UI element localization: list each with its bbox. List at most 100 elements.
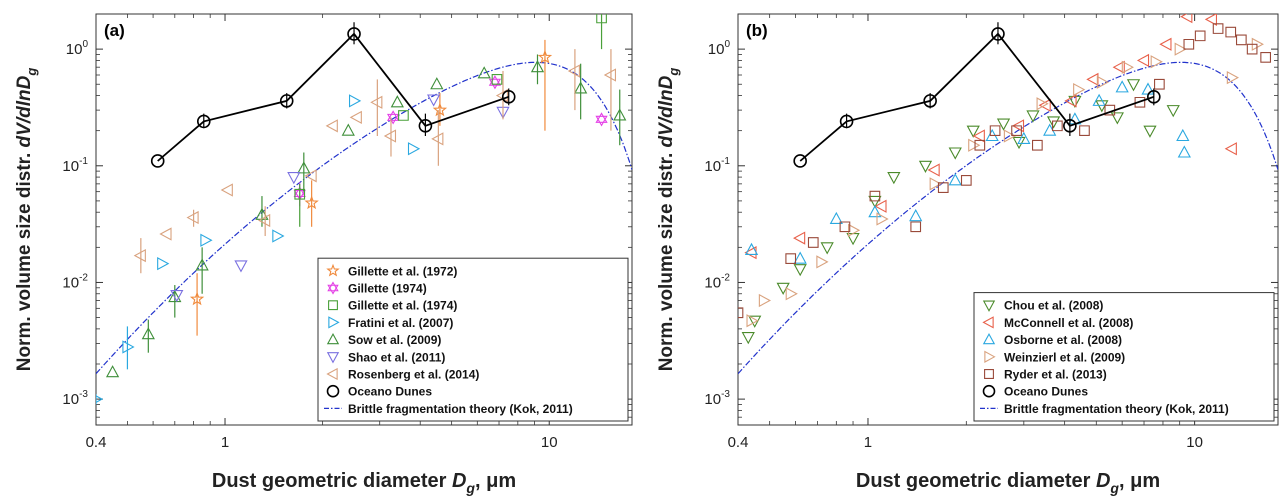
data-point [910,221,922,233]
data-point [1086,72,1099,87]
legend-item: Oceano Dunes [326,384,432,399]
data-point [1121,60,1134,74]
data-point [839,221,851,233]
data-point [968,138,981,152]
legend-marker [326,384,340,398]
data-point [370,95,383,109]
legend-item: Shao et al. (2011) [326,350,445,364]
y-tick-label: 10-1 [62,156,88,175]
series-fratini-et-al-2007 [96,94,421,405]
data-point [1260,52,1272,63]
x-axis-title: Dust geometric diameter Dg, μm [212,470,516,496]
legend-marker [982,332,996,345]
chart-panel-b: 0.4 1 10 10-3 10-2 10-1 100 (b) Chou et al. (200… [656,13,1279,496]
data-point [1073,82,1086,97]
data-point [741,332,755,345]
data-point [1115,80,1129,93]
data-point [1126,79,1141,92]
legend-marker [982,316,994,329]
data-point [537,49,553,64]
data-point [272,229,285,243]
data-point [948,173,962,186]
data-point [746,314,759,328]
data-point [1092,93,1106,106]
data-point [960,175,972,186]
data-point [1224,142,1237,156]
series-weinzierl-et-al-2009 [746,37,1264,328]
y-tick-label: 10-2 [704,272,730,291]
data-point [1064,94,1077,108]
data-point [603,68,616,82]
y-axis-title: Norm. volume size distr. dV/dlnDg [14,68,39,372]
panel-label: (b) [746,21,768,40]
data-point [325,119,338,133]
data-point [1143,125,1157,138]
data-point [758,293,772,308]
legend-label: Gillette et al. (1972) [348,264,457,278]
y-tick-label: 100 [708,39,731,58]
legend-item: Brittle fragmentation theory (Kok, 2011) [980,402,1229,416]
legend-marker [328,316,340,329]
data-point [1032,139,1043,151]
data-point [595,112,608,127]
legend-item: Rosenberg et al. (2014) [326,367,479,382]
data-point [407,142,421,156]
data-point [390,95,404,108]
theory-curve [738,61,1278,375]
legend-label: Chou et al. (2008) [1004,299,1103,313]
theory-curve [96,61,632,375]
data-point [279,94,294,108]
data-point [574,81,588,94]
legend-box [317,257,629,422]
data-point [150,154,165,168]
legend-item: Ryder et al. (2013) [984,368,1107,382]
x-tick-label: 0.4 [86,434,107,451]
data-point [348,94,362,108]
data-point [477,66,491,79]
data-point [530,60,545,73]
data-point [297,161,311,174]
legend-item: Gillette et al. (1972) [326,263,457,278]
data-point [1212,23,1224,34]
data-point [1136,53,1150,68]
data-point [398,110,409,121]
data-point [613,108,627,121]
legend-label: Gillette (1974) [348,282,427,296]
legend: Gillette et al. (1972) Gillette (1974) Gil… [317,257,629,422]
data-point [258,213,271,228]
data-point [793,154,807,168]
data-point [991,27,1005,41]
y-tick-label: 10-1 [704,156,730,175]
legend-label: Osborne et al. (2008) [1004,333,1122,347]
panel-label: (a) [104,21,125,40]
data-point [839,114,854,129]
legend-marker [982,384,996,398]
data-point [427,94,441,107]
data-point [829,211,843,225]
legend-marker [984,350,996,363]
data-point [868,195,882,209]
series-oceano-dunes [150,22,516,168]
legend-marker [984,369,994,379]
legend-label: Brittle fragmentation theory (Kok, 2011) [1004,402,1229,416]
data-point [431,132,444,146]
data-point [820,242,834,255]
data-point [1225,26,1237,38]
series-gillette-et-al-1972 [189,39,553,336]
data-point [1104,104,1116,116]
data-point [1026,110,1040,123]
data-point [157,257,170,271]
series-rosenberg-et-al-2014 [133,49,616,274]
legend-marker [326,367,338,381]
data-point [1147,90,1161,104]
legend-item: McConnell et al. (2008) [982,316,1133,330]
legend-marker [328,300,338,311]
legend-label: Ryder et al. (2013) [1004,368,1107,382]
data-point [168,289,182,303]
data-point [785,287,798,301]
data-point [341,123,355,136]
series-line [799,32,1155,162]
data-point [923,94,937,108]
data-point [1017,131,1031,144]
data-point [748,315,762,328]
